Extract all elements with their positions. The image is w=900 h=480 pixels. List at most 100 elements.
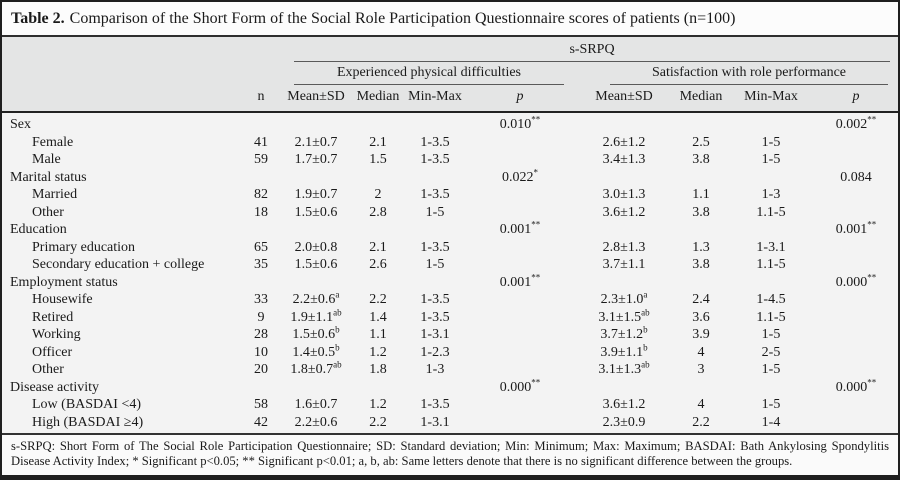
- cell-mean-2: 2.8±1.3: [574, 239, 674, 257]
- cell-n: 58: [254, 397, 268, 413]
- group1-spanner: Experienced physical difficulties: [280, 62, 574, 86]
- column-header-minmax-2: Min-Max: [728, 85, 814, 114]
- cell-p-1: [466, 239, 574, 257]
- table-row: Other 20 1.8±0.7ab 1.8 1-3 3.1±1.3ab 3 1…: [2, 360, 898, 379]
- row-label-cell: Marital status: [2, 169, 242, 187]
- cell-mean-1: 1.6±0.7: [280, 396, 352, 414]
- table-row: Disease activity 0.000** 0.000**: [2, 378, 898, 397]
- cell-n: 33: [254, 292, 268, 308]
- cell-minmax-2: 1-4.5: [756, 292, 786, 308]
- cell-minmax-2: [728, 169, 814, 187]
- table-row: Secondary education + college 35 1.5±0.6…: [2, 256, 898, 274]
- cell-minmax-1: 1-3.5: [420, 397, 450, 413]
- cell-mean-1: 2.0±0.8: [280, 239, 352, 257]
- cell-p-1: [466, 186, 574, 204]
- cell-n: [242, 221, 280, 239]
- cell-median-1: [352, 274, 404, 292]
- cell-median-2: [674, 112, 728, 134]
- cell-p-2: [814, 239, 898, 257]
- cell-median-1: 2.1: [369, 239, 387, 255]
- row-label: Education: [10, 222, 67, 238]
- row-label: Working: [32, 327, 81, 343]
- cell-n: [242, 379, 280, 397]
- cell-p-2: [814, 186, 898, 204]
- cell-median-2: 3.6: [692, 309, 710, 325]
- cell-mean-2: 3.1±1.5ab: [574, 307, 674, 327]
- column-header-mean-2: Mean±SD: [574, 85, 674, 114]
- cell-minmax-2: 1-5: [761, 397, 781, 413]
- mean-superscript: ab: [641, 307, 650, 318]
- cell-mean-2: [574, 112, 674, 134]
- row-label: Secondary education + college: [32, 257, 205, 273]
- cell-median-2: 3.8: [692, 152, 710, 168]
- cell-p-2: [814, 204, 898, 222]
- cell-minmax-1: [404, 112, 466, 134]
- cell-minmax-2: 1.1-5: [756, 309, 786, 325]
- p-superscript: *: [533, 167, 539, 178]
- row-label-cell: Employment status: [2, 274, 242, 292]
- mean-value: 2.3±0.9: [602, 414, 646, 430]
- cell-median-1: 1.4: [369, 309, 387, 325]
- p-value: 0.084: [840, 169, 872, 185]
- cell-mean-1: [280, 112, 352, 134]
- cell-median-1: 1.5: [369, 152, 387, 168]
- cell-mean-1: [280, 379, 352, 397]
- p-superscript: **: [531, 272, 541, 283]
- cell-p-2: [814, 134, 898, 152]
- cell-minmax-2: 1-4: [761, 414, 781, 430]
- cell-mean-1: 1.8±0.7ab: [280, 360, 352, 379]
- row-label: Retired: [32, 309, 74, 325]
- cell-p-2: [814, 414, 898, 432]
- cell-minmax-1: 1-3.5: [420, 187, 450, 203]
- mean-value: 3.1±1.5: [598, 309, 642, 325]
- cell-mean-1: [280, 169, 352, 187]
- cell-n: 35: [254, 257, 268, 273]
- cell-mean-2: 2.3±0.9: [574, 414, 674, 432]
- row-label-cell: High (BASDAI ≥4): [2, 414, 242, 432]
- cell-n: [242, 274, 280, 292]
- row-label-cell: Low (BASDAI <4): [2, 396, 242, 414]
- cell-p-2: 0.000**: [814, 378, 898, 397]
- table-title: Table 2. Comparison of the Short Form of …: [2, 2, 898, 38]
- cell-p-1: 0.001**: [466, 220, 574, 239]
- cell-median-1: 1.2: [369, 344, 387, 360]
- mean-value: 2.3±1.0: [600, 292, 644, 308]
- column-header-median-2: Median: [674, 85, 728, 114]
- cell-minmax-2: 2-5: [761, 344, 781, 360]
- mean-superscript: b: [643, 342, 648, 353]
- cell-n: 41: [254, 134, 268, 150]
- cell-mean-1: 1.9±1.1ab: [280, 307, 352, 327]
- table-footnote: s-SRPQ: Short Form of The Social Role Pa…: [2, 432, 898, 475]
- cell-median-1: 2.2: [369, 292, 387, 308]
- cell-median-2: 3: [697, 362, 705, 378]
- cell-median-1: [352, 221, 404, 239]
- mean-value: 1.4±0.5: [292, 344, 336, 360]
- mean-superscript: ab: [333, 307, 342, 318]
- cell-mean-1: 2.2±0.6a: [280, 289, 352, 309]
- mean-superscript: b: [335, 324, 340, 335]
- mean-value: 1.8±0.7: [290, 362, 334, 378]
- cell-median-1: 1.1: [369, 327, 387, 343]
- mean-value: 1.5±0.6: [292, 327, 336, 343]
- header-row-columns: n Mean±SD Median Min-Max p Mean±SD Media…: [2, 85, 898, 114]
- cell-n: 42: [254, 414, 268, 430]
- cell-mean-2: 3.6±1.2: [574, 396, 674, 414]
- cell-minmax-1: 1-2.3: [420, 344, 450, 360]
- table-row: Education 0.001** 0.001**: [2, 220, 898, 239]
- cell-p-2: 0.000**: [814, 273, 898, 292]
- mean-superscript: a: [335, 289, 340, 300]
- cell-mean-2: [574, 379, 674, 397]
- p-superscript: **: [531, 114, 541, 125]
- cell-p-1: [466, 134, 574, 152]
- cell-median-2: 1.1: [692, 187, 710, 203]
- cell-n: 65: [254, 239, 268, 255]
- mean-value: 3.7±1.2: [600, 327, 644, 343]
- cell-n: 59: [254, 152, 268, 168]
- cell-p-1: [466, 414, 574, 432]
- row-label-cell: Sex: [2, 112, 242, 134]
- row-label: Employment status: [10, 274, 118, 290]
- cell-median-2: 4: [697, 397, 705, 413]
- cell-n: 10: [254, 344, 268, 360]
- cell-median-1: 2: [374, 187, 382, 203]
